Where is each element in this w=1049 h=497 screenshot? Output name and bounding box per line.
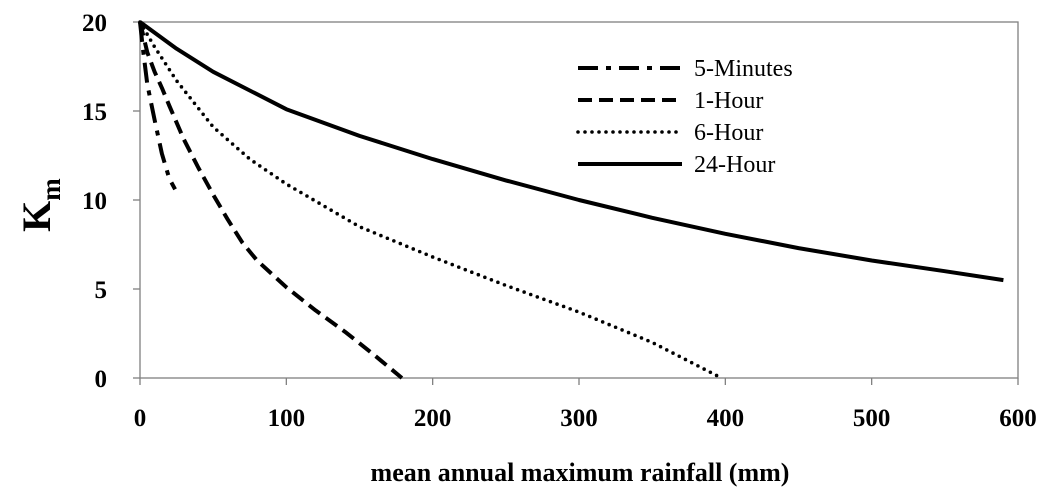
series-line-6-hour [138, 20, 720, 378]
y-tick-label: 0 [95, 366, 108, 393]
x-tick-label: 200 [414, 405, 452, 432]
legend-item: 1-Hour [578, 88, 763, 114]
legend-label: 1-Hour [694, 88, 763, 114]
y-axis-title: Km [14, 178, 66, 232]
x-tick-label: 300 [560, 405, 598, 432]
series-line-24-hour [138, 20, 1004, 283]
y-tick-label: 20 [82, 10, 107, 37]
x-tick-label: 600 [999, 405, 1037, 432]
y-tick-label: 15 [82, 99, 107, 126]
x-tick-label: 400 [707, 405, 745, 432]
legend-item: 6-Hour [576, 120, 763, 146]
legend-item: 5-Minutes [578, 56, 793, 82]
legend: 5-Minutes 1-Hour 6-Hour 24-Hour [576, 56, 793, 178]
y-axis-title-main: K [14, 201, 59, 232]
x-tick-label: 500 [853, 405, 891, 432]
y-tick-label: 5 [95, 277, 108, 304]
x-tick-label: 0 [134, 405, 147, 432]
x-axis-title: mean annual maximum rainfall (mm) [371, 458, 790, 487]
legend-label: 6-Hour [694, 120, 763, 146]
series-line-1-hour [138, 21, 404, 380]
legend-item: 24-Hour [578, 152, 775, 178]
plot-area: 0 100 200 300 400 500 600 0 5 10 15 20 5-Minutes 1-Ho… [82, 10, 1037, 432]
legend-label: 5-Minutes [694, 56, 793, 82]
y-axis-title-subscript: m [36, 178, 66, 201]
legend-label: 24-Hour [694, 152, 775, 178]
svg-text:Km: Km [14, 178, 66, 232]
y-tick-label: 10 [82, 188, 107, 215]
series-line-5-minutes [138, 21, 177, 191]
x-tick-label: 100 [268, 405, 306, 432]
